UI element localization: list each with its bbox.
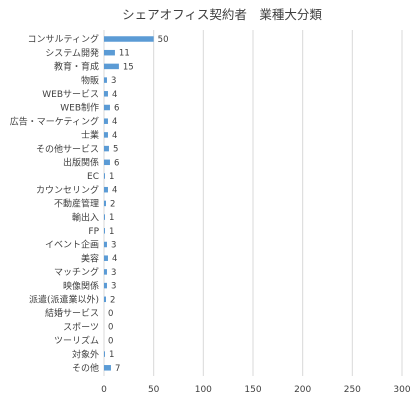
data-label-3: 3 — [111, 76, 116, 86]
category-label-3: 物販 — [81, 74, 99, 86]
data-label-2: 15 — [123, 62, 134, 72]
category-label-12: 不動産管理 — [54, 198, 99, 210]
x-tick-label-250: 250 — [344, 385, 361, 395]
bar-10 — [104, 173, 105, 179]
data-label-17: 3 — [111, 268, 116, 278]
data-label-12: 2 — [110, 199, 115, 209]
bar-1 — [104, 49, 115, 56]
bar-4 — [104, 91, 108, 97]
bar-11 — [104, 186, 108, 193]
data-label-19: 2 — [110, 295, 115, 305]
bar-8 — [104, 145, 109, 152]
category-label-20: 結婚サービス — [45, 307, 99, 319]
bar-3 — [104, 77, 107, 83]
category-label-17: マッチング — [54, 266, 99, 278]
bar-12 — [104, 200, 106, 207]
bar-24 — [104, 365, 111, 371]
bar-18 — [104, 282, 107, 289]
bar-7 — [104, 132, 108, 138]
category-label-24: その他 — [72, 362, 99, 374]
data-label-6: 4 — [112, 117, 117, 127]
bars — [104, 36, 154, 371]
data-label-21: 0 — [108, 323, 113, 333]
category-label-22: ツーリズム — [54, 335, 99, 347]
x-tick-label-300: 300 — [393, 385, 410, 395]
category-label-21: スポーツ — [63, 322, 99, 333]
bar-9 — [104, 159, 110, 166]
data-label-11: 4 — [112, 186, 117, 196]
bar-15 — [104, 241, 107, 248]
data-label-0: 50 — [158, 35, 169, 45]
category-label-23: 対象外 — [72, 348, 99, 360]
category-label-18: 映像関係 — [63, 280, 99, 292]
bar-17 — [104, 269, 107, 275]
bar-23 — [104, 351, 105, 357]
bar-2 — [104, 63, 119, 70]
data-label-14: 1 — [109, 227, 114, 237]
bar-13 — [104, 214, 105, 220]
category-label-19: 派遣(派遣業以外) — [29, 294, 99, 306]
bar-5 — [104, 104, 110, 111]
bar-0 — [104, 36, 154, 42]
data-label-13: 1 — [109, 213, 114, 223]
bar-19 — [104, 296, 106, 303]
category-label-6: 広告・マーケティング — [10, 115, 99, 127]
category-label-11: カウンセリング — [36, 184, 99, 196]
data-label-1: 11 — [119, 49, 130, 59]
data-label-10: 1 — [109, 172, 114, 182]
category-label-16: 美容 — [81, 252, 99, 264]
bar-16 — [104, 255, 108, 261]
category-label-15: イベント企画 — [45, 239, 99, 251]
data-label-20: 0 — [108, 309, 113, 319]
x-tick-label-100: 100 — [195, 385, 212, 395]
category-label-5: WEB制作 — [60, 102, 99, 114]
category-label-4: WEBサービス — [42, 89, 99, 100]
data-label-16: 4 — [112, 254, 117, 264]
x-tick-label-150: 150 — [244, 385, 261, 395]
category-label-10: EC — [87, 172, 99, 182]
data-label-22: 0 — [108, 336, 113, 346]
category-label-0: コンサルティング — [28, 33, 99, 45]
gridlines — [103, 30, 403, 376]
category-label-7: 士業 — [81, 129, 99, 141]
data-label-24: 7 — [115, 364, 120, 374]
data-label-15: 3 — [111, 241, 116, 251]
category-label-13: 輸出入 — [72, 211, 99, 223]
bar-6 — [104, 118, 108, 124]
chart-title: シェアオフィス契約者 業種大分類 — [122, 7, 322, 22]
x-tick-label-200: 200 — [294, 385, 311, 395]
x-tick-label-0: 0 — [101, 385, 107, 395]
category-label-8: その他サービス — [36, 143, 99, 155]
category-label-1: システム開発 — [45, 47, 99, 59]
x-axis-tick-labels: 0 50 100 150 200 250 300 — [101, 385, 411, 395]
category-label-9: 出版関係 — [63, 157, 99, 169]
data-label-9: 6 — [114, 158, 119, 168]
category-label-14: FP — [88, 227, 99, 237]
data-label-18: 3 — [111, 282, 116, 292]
data-label-5: 6 — [114, 104, 119, 114]
data-label-4: 4 — [112, 90, 117, 100]
category-label-2: 教育・育成 — [54, 61, 99, 73]
data-label-8: 5 — [113, 145, 118, 155]
data-label-23: 1 — [109, 350, 114, 360]
bar-14 — [104, 228, 105, 234]
x-tick-label-50: 50 — [148, 385, 160, 395]
data-label-7: 4 — [112, 131, 117, 141]
